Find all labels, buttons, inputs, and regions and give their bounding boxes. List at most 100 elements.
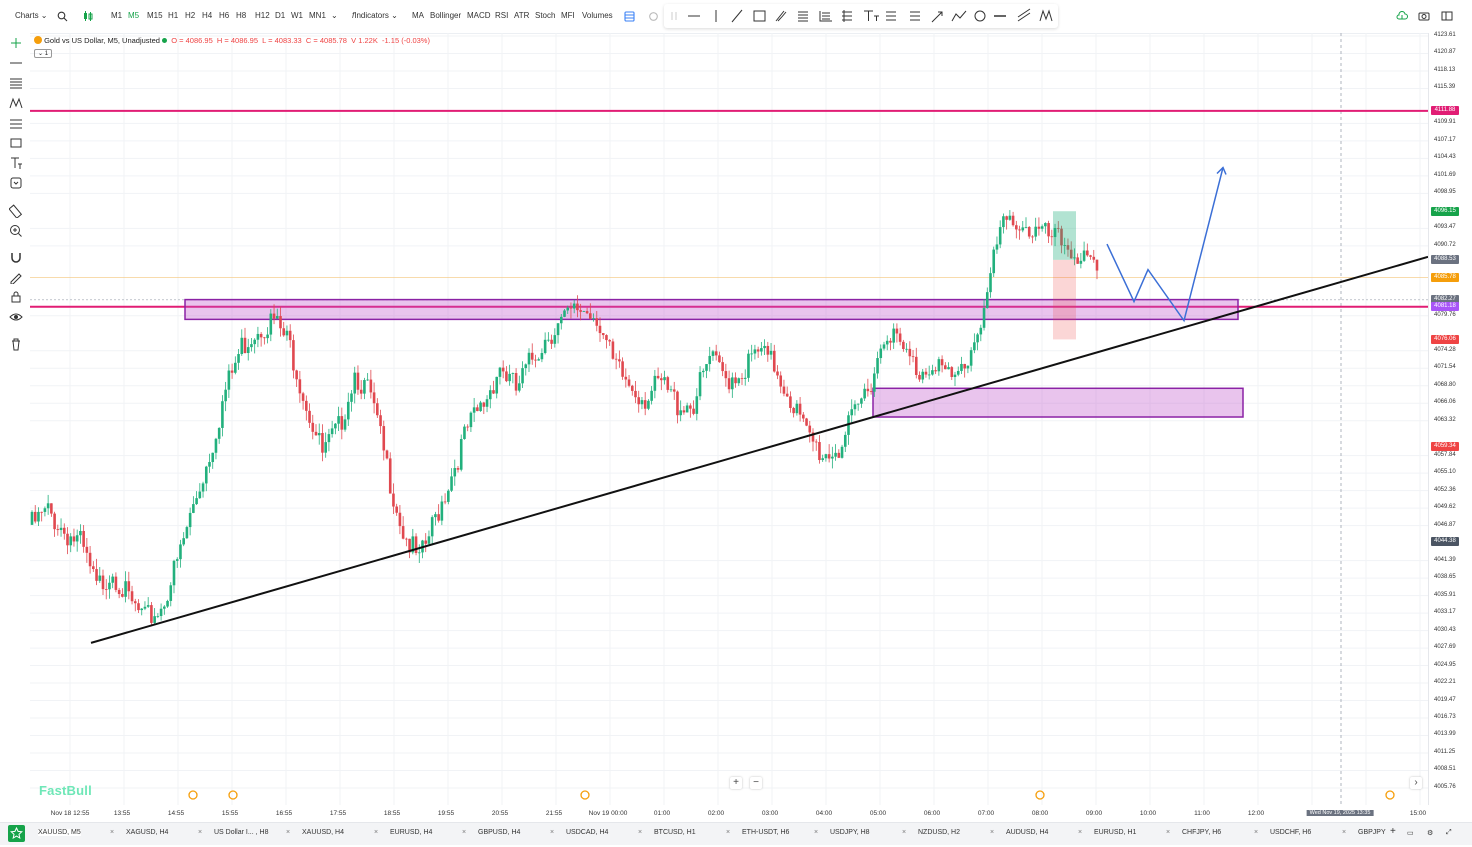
candle-body — [895, 328, 899, 334]
lock-icon[interactable] — [9, 290, 23, 304]
timeframe-mn1[interactable]: MN1 — [309, 11, 326, 20]
symbol-tab[interactable]: GBPUSD, H4 — [478, 829, 521, 836]
more-timeframes-chevron-icon[interactable]: ⌄ — [331, 11, 338, 20]
indicator-volumes[interactable]: Volumes — [582, 11, 613, 20]
timeframe-h12[interactable]: H12 — [255, 11, 270, 20]
price-axis[interactable]: 4123.61 4120.87 4118.13 4115.39 4109.91 4107.… — [1428, 32, 1472, 805]
indicator-mfi[interactable]: MFI — [561, 11, 575, 20]
symbol-tab[interactable]: US Dollar I... , H8 — [214, 829, 269, 836]
candle-body — [479, 402, 482, 412]
legend-collapse-button[interactable]: ⌄ 1 — [34, 48, 430, 58]
charts-menu[interactable]: Charts ⌄ — [15, 11, 48, 20]
close-tab-icon[interactable]: × — [374, 829, 379, 836]
fullscreen-icon[interactable]: ⤢ — [1446, 829, 1452, 836]
trash-icon[interactable] — [9, 337, 23, 351]
indicator-bollinger[interactable]: Bollinger — [430, 11, 462, 20]
symbol-tab[interactable]: USDJPY, H8 — [830, 829, 870, 836]
close-tab-icon[interactable]: × — [198, 829, 203, 836]
close-tab-icon[interactable]: × — [1166, 829, 1171, 836]
candle-body — [263, 337, 266, 339]
candle-body — [608, 340, 611, 342]
symbol-tab[interactable]: USDCHF, H6 — [1270, 829, 1312, 836]
candle-type-icon[interactable] — [82, 11, 94, 22]
timeframe-h4[interactable]: H4 — [202, 11, 213, 20]
symbol-tab[interactable]: XAUUSD, M5 — [38, 829, 81, 836]
close-tab-icon[interactable]: × — [110, 829, 115, 836]
timeframe-h6[interactable]: H6 — [219, 11, 230, 20]
favorites-button[interactable] — [8, 825, 25, 842]
symbol-tab[interactable]: EURUSD, H1 — [1094, 829, 1137, 836]
symbol-tab[interactable]: XAGUSD, H4 — [126, 829, 169, 836]
timeframe-m5[interactable]: M5 — [128, 11, 140, 20]
draw-mode-icon[interactable] — [9, 270, 23, 284]
fib-tool-icon[interactable] — [9, 76, 23, 90]
symbol-tab[interactable]: CHFJPY, H6 — [1182, 829, 1222, 836]
cloud-upload-icon[interactable] — [1396, 10, 1408, 22]
timeframe-h8[interactable]: H8 — [236, 11, 247, 20]
crosshair-icon[interactable] — [9, 36, 23, 50]
layout-icon[interactable] — [1441, 10, 1453, 22]
annotation-tool-icon[interactable] — [9, 176, 23, 190]
drawing-tools-icons[interactable] — [664, 4, 1058, 28]
close-tab-icon[interactable]: × — [1078, 829, 1083, 836]
indicators-menu[interactable]: fIndicators ⌄ — [352, 11, 398, 20]
close-tab-icon[interactable]: × — [1254, 829, 1259, 836]
rectangle-tool-icon[interactable] — [9, 136, 23, 150]
symbol-tab[interactable]: GBPJPY — [1358, 829, 1386, 836]
timeframe-m1[interactable]: M1 — [111, 11, 123, 20]
candle-body — [1095, 259, 1099, 271]
timeframe-d1[interactable]: D1 — [275, 11, 286, 20]
template-icon[interactable] — [624, 11, 635, 22]
ruler-icon[interactable] — [9, 204, 23, 218]
indicator-stoch[interactable]: Stoch — [535, 11, 556, 20]
add-tab-button[interactable]: + — [1390, 826, 1396, 837]
close-tab-icon[interactable]: × — [550, 829, 555, 836]
search-icon[interactable] — [57, 11, 68, 22]
screenshot-icon[interactable] — [1418, 10, 1430, 22]
timeframe-w1[interactable]: W1 — [291, 11, 303, 20]
symbol-tab[interactable]: USDCAD, H4 — [566, 829, 609, 836]
eye-icon[interactable] — [9, 310, 23, 324]
symbol-tab[interactable]: ETH-USDT, H6 — [742, 829, 790, 836]
pattern-tool-icon[interactable] — [9, 96, 23, 110]
symbol-tab[interactable]: NZDUSD, H2 — [918, 829, 961, 836]
scroll-right-button[interactable]: › — [1410, 777, 1422, 789]
indicator-ma[interactable]: MA — [412, 11, 424, 20]
candle-body — [66, 533, 69, 546]
symbol-tab[interactable]: BTCUSD, H1 — [654, 829, 696, 836]
tab-list-icon[interactable]: ▭ — [1407, 830, 1414, 837]
candle-body — [243, 337, 247, 353]
time-axis[interactable]: Nov 18 12:55 13:55 14:55 15:55 16:55 17:55 18:… — [30, 805, 1428, 821]
trendline-tool-icon[interactable] — [9, 56, 23, 70]
magnet-icon[interactable] — [9, 250, 23, 264]
candle-body — [72, 536, 76, 542]
candle-body — [43, 508, 47, 512]
zoom-in-button[interactable]: + — [730, 777, 742, 789]
indicator-rsi[interactable]: RSI — [495, 11, 509, 20]
close-tab-icon[interactable]: × — [814, 829, 819, 836]
timeframe-h1[interactable]: H1 — [168, 11, 179, 20]
settings-icon[interactable]: ⚙ — [1427, 830, 1434, 837]
zoom-out-button[interactable]: − — [750, 777, 762, 789]
close-tab-icon[interactable]: × — [638, 829, 643, 836]
zoom-in-icon[interactable] — [9, 224, 23, 238]
channel-tool-icon[interactable] — [9, 116, 23, 130]
price-chart[interactable] — [30, 33, 1429, 805]
timeframe-m15[interactable]: M15 — [147, 11, 163, 20]
close-tab-icon[interactable]: × — [902, 829, 907, 836]
chart-canvas[interactable] — [30, 33, 1429, 805]
close-tab-icon[interactable]: × — [726, 829, 731, 836]
close-tab-icon[interactable]: × — [462, 829, 467, 836]
candle-body — [395, 506, 398, 513]
timeframe-h2[interactable]: H2 — [185, 11, 196, 20]
close-tab-icon[interactable]: × — [990, 829, 995, 836]
text-tool-icon[interactable] — [9, 156, 23, 170]
indicator-atr[interactable]: ATR — [514, 11, 530, 20]
close-tab-icon[interactable]: × — [286, 829, 291, 836]
symbol-tab[interactable]: AUDUSD, H4 — [1006, 829, 1049, 836]
close-tab-icon[interactable]: × — [1342, 829, 1347, 836]
indicator-macd[interactable]: MACD — [467, 11, 491, 20]
sync-icon[interactable] — [648, 11, 659, 22]
symbol-tab[interactable]: XAUUSD, H4 — [302, 829, 345, 836]
symbol-tab[interactable]: EURUSD, H4 — [390, 829, 433, 836]
